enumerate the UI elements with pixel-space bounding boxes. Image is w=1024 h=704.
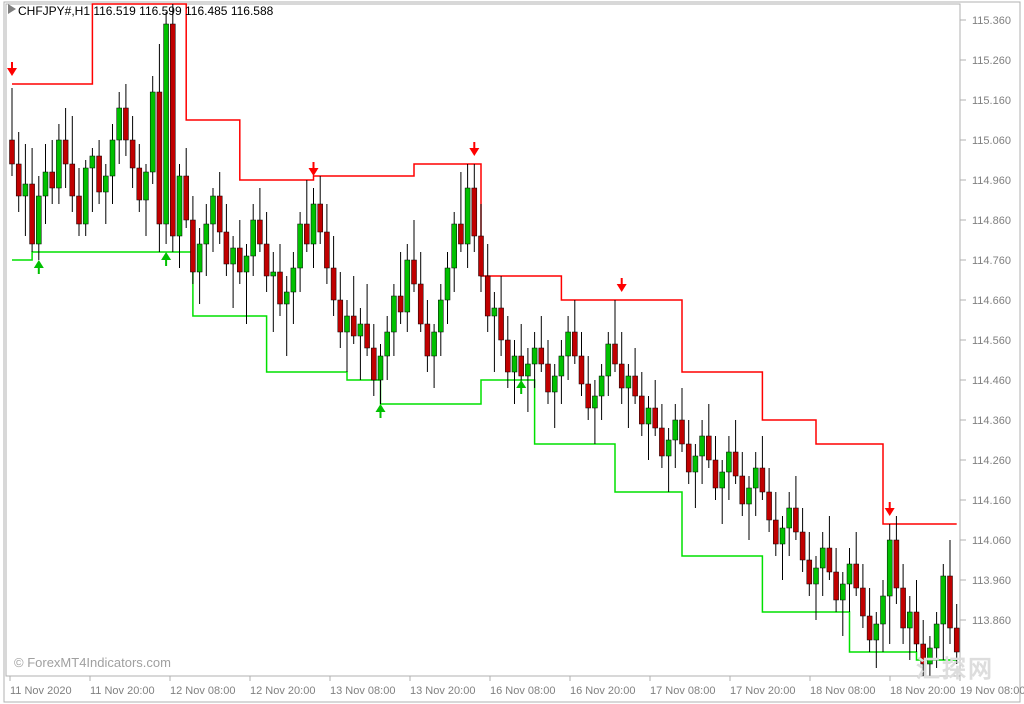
chart-container: CHFJPY#,H1 116.519 116.599 116.485 116.5… xyxy=(0,0,1024,704)
svg-text:11 Nov 20:00: 11 Nov 20:00 xyxy=(90,685,155,697)
source-label: © ForexMT4Indicators.com xyxy=(14,655,171,670)
svg-text:16 Nov 20:00: 16 Nov 20:00 xyxy=(570,685,635,697)
svg-text:12 Nov 08:00: 12 Nov 08:00 xyxy=(170,685,235,697)
svg-text:18 Nov 08:00: 18 Nov 08:00 xyxy=(810,685,875,697)
svg-text:13 Nov 08:00: 13 Nov 08:00 xyxy=(330,685,395,697)
svg-text:114.160: 114.160 xyxy=(972,495,1011,507)
svg-text:113.860: 113.860 xyxy=(972,615,1011,627)
svg-text:114.860: 114.860 xyxy=(972,215,1011,227)
svg-text:114.660: 114.660 xyxy=(972,295,1011,307)
svg-text:17 Nov 20:00: 17 Nov 20:00 xyxy=(730,685,795,697)
svg-text:114.260: 114.260 xyxy=(972,455,1011,467)
svg-text:115.360: 115.360 xyxy=(972,15,1011,27)
svg-text:115.060: 115.060 xyxy=(972,135,1011,147)
svg-text:114.560: 114.560 xyxy=(972,335,1011,347)
svg-text:115.260: 115.260 xyxy=(972,55,1011,67)
chart-svg: 115.360 115.260 115.160 115.060 114.960 114.8… xyxy=(0,0,1024,704)
svg-text:19 Nov 08:00: 19 Nov 08:00 xyxy=(960,685,1024,697)
svg-text:114.960: 114.960 xyxy=(972,175,1011,187)
chart-title: CHFJPY#,H1 116.519 116.599 116.485 116.5… xyxy=(18,4,273,18)
svg-text:114.360: 114.360 xyxy=(972,415,1011,427)
svg-text:114.760: 114.760 xyxy=(972,255,1011,267)
svg-text:12 Nov 20:00: 12 Nov 20:00 xyxy=(250,685,315,697)
svg-text:11 Nov 2020: 11 Nov 2020 xyxy=(10,685,72,697)
svg-text:16 Nov 08:00: 16 Nov 08:00 xyxy=(490,685,555,697)
svg-text:115.160: 115.160 xyxy=(972,95,1011,107)
svg-text:18 Nov 20:00: 18 Nov 20:00 xyxy=(890,685,955,697)
svg-text:114.060: 114.060 xyxy=(972,535,1011,547)
svg-text:113.960: 113.960 xyxy=(972,575,1011,587)
svg-text:114.460: 114.460 xyxy=(972,375,1011,387)
svg-text:17 Nov 08:00: 17 Nov 08:00 xyxy=(650,685,715,697)
svg-text:13 Nov 20:00: 13 Nov 20:00 xyxy=(410,685,475,697)
